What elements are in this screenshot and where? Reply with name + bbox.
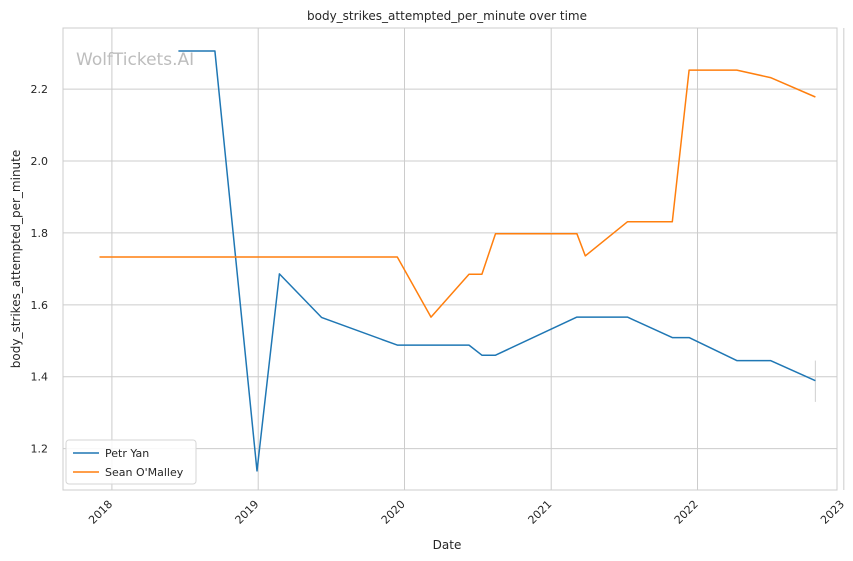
y-tick-label: 1.2: [31, 443, 49, 456]
y-tick-label: 1.4: [31, 371, 49, 384]
legend-label-sean-omalley: Sean O'Malley: [105, 466, 184, 479]
watermark-text: WolfTickets.AI: [76, 50, 194, 70]
y-tick-label: 2.2: [31, 83, 49, 96]
legend-box: [65, 439, 197, 485]
series-lines: [99, 50, 816, 472]
legend-label-petr-yan: Petr Yan: [105, 447, 149, 460]
y-tick-label: 1.8: [31, 227, 49, 240]
x-axis-label: Date: [433, 538, 462, 552]
series-line-sean-o-malley: [99, 69, 816, 318]
y-axis-label: body_strikes_attempted_per_minute: [9, 150, 23, 368]
y-tick-label: 2.0: [31, 155, 49, 168]
grid: [63, 28, 845, 490]
legend: Petr Yan Sean O'Malley: [65, 439, 197, 485]
y-tick-labels: 1.2 1.4 1.6 1.8 2.0 2.2: [31, 83, 49, 456]
chart-title: body_strikes_attempted_per_minute over t…: [307, 9, 587, 23]
series-line-petr-yan: [178, 50, 816, 472]
y-tick-label: 1.6: [31, 299, 49, 312]
plot-area-frame: [62, 27, 838, 491]
